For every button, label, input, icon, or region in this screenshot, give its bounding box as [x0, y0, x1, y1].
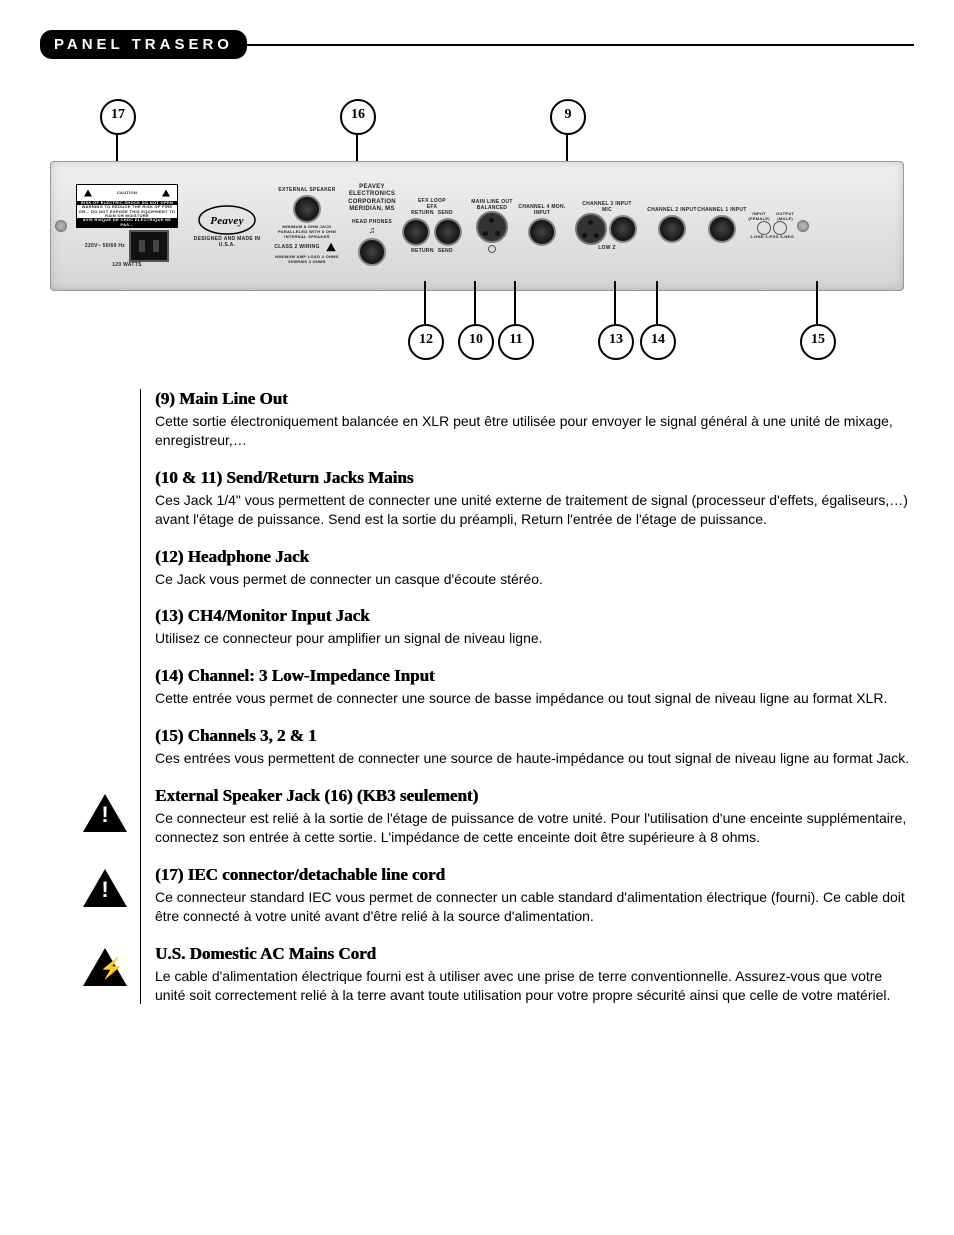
screw-icon [488, 245, 496, 253]
callout-15: 15 [800, 324, 836, 360]
pins-label: 1-GND 2-POS 3-NEG [750, 235, 794, 240]
callout-12: 12 [408, 324, 444, 360]
watts-label: 120 WATTS [112, 262, 142, 268]
brand3: MERIDIAN, MS [349, 206, 395, 213]
brand1: PEAVEY ELECTRONICS [347, 184, 397, 198]
rear-panel-diagram: 17 16 9 CAUTION RISK OF ELECTRIC SHOCK D… [50, 99, 904, 359]
section-us-cord: ⚡ U.S. Domestic AC Mains Cord Le cable d… [155, 944, 914, 1005]
section-body: Utilisez ce connecteur pour amplifier un… [155, 629, 914, 648]
xlr-diagram-icon [757, 221, 771, 235]
section-14: (14) Channel: 3 Low-Impedance Input Cett… [155, 666, 914, 708]
header-rule [247, 44, 914, 46]
ext-note1: MINIMUM 8 OHM JACK PARALLELED WITH 8 OHM… [267, 225, 347, 239]
section-title: (9) Main Line Out [155, 389, 914, 409]
main-out-xlr-icon [476, 211, 508, 243]
section-9: (9) Main Line Out Cette sortie électroni… [155, 389, 914, 450]
warning-icon [326, 243, 336, 251]
section-title: (10 & 11) Send/Return Jacks Mains [155, 468, 914, 488]
ch3-xlr-icon [575, 213, 607, 245]
callout-16: 16 [340, 99, 376, 135]
headphone-icon: ♫ [368, 225, 375, 236]
section-13: (13) CH4/Monitor Input Jack Utilisez ce … [155, 606, 914, 648]
callout-9: 9 [550, 99, 586, 135]
ch4-jack-icon [528, 218, 556, 246]
section-17: ! (17) IEC connector/detachable line cor… [155, 865, 914, 926]
section-body: Cette entrée vous permet de connecter un… [155, 689, 914, 708]
callout-10: 10 [458, 324, 494, 360]
callout-14: 14 [640, 324, 676, 360]
section-title: (17) IEC connector/detachable line cord [155, 865, 914, 885]
section-body: Ces entrées vous permettent de connecter… [155, 749, 914, 768]
section-15: (15) Channels 3, 2 & 1 Ces entrées vous … [155, 726, 914, 768]
section-body: Ce Jack vous permet de connecter un casq… [155, 570, 914, 589]
section-body: Le cable d'alimentation électrique fourn… [155, 967, 914, 1005]
lead-10 [474, 281, 476, 324]
section-title: U.S. Domestic AC Mains Cord [155, 944, 914, 964]
header-row: PANEL TRASERO [40, 30, 914, 59]
callout-17: 17 [100, 99, 136, 135]
header-title: PANEL TRASERO [40, 30, 247, 59]
class-label: CLASS 2 WIRING [274, 244, 319, 250]
section-body: Cette sortie électroniquement balancée e… [155, 412, 914, 450]
screw-icon [797, 220, 809, 232]
ext-spk-label: EXTERNAL SPEAKER [278, 187, 335, 193]
section-body: Ce connecteur standard IEC vous permet d… [155, 888, 914, 926]
return-jack-icon [402, 218, 430, 246]
section-title: (14) Channel: 3 Low-Impedance Input [155, 666, 914, 686]
lead-15 [816, 281, 818, 324]
caution-box: CAUTION RISK OF ELECTRIC SHOCK DO NOT OP… [76, 184, 178, 228]
ext-note2: MINIMUM AMP LOAD 4 OHMS 50WRMS 4 OHMS [267, 255, 347, 265]
send-label2: SEND [438, 248, 453, 254]
ch1-label: CHANNEL 1 INPUT [697, 207, 746, 213]
electric-triangle-icon: ⚡ [83, 948, 127, 986]
lowz-label: LOW Z [598, 245, 616, 251]
lead-12 [424, 281, 426, 324]
headphone-jack-icon [358, 238, 386, 266]
lead-13 [614, 281, 616, 324]
section-body: Ces Jack 1/4" vous permettent de connect… [155, 491, 914, 529]
section-12: (12) Headphone Jack Ce Jack vous permet … [155, 547, 914, 589]
brand2: CORPORATION [348, 199, 396, 206]
ext-speaker-jack-icon [293, 195, 321, 223]
peavey-logo-icon: Peavey [197, 204, 257, 236]
ch1-jack-icon [708, 215, 736, 243]
avis-text: AVIS RISQUE DE CHOC ELECTRIQUE NE PAS… [77, 218, 177, 227]
section-body: Ce connecteur est relié à la sortie de l… [155, 809, 914, 847]
return-label2: RETURN [411, 248, 434, 254]
rear-panel: CAUTION RISK OF ELECTRIC SHOCK DO NOT OP… [50, 161, 904, 291]
ch3-jack-icon [609, 215, 637, 243]
section-title: External Speaker Jack (16) (KB3 seulemen… [155, 786, 914, 806]
section-title: (12) Headphone Jack [155, 547, 914, 567]
svg-text:Peavey: Peavey [210, 215, 244, 227]
warning-triangle-icon: ! [83, 869, 127, 907]
lead-14 [656, 281, 658, 324]
xlr-diagram-icon [773, 221, 787, 235]
ch2-label: CHANNEL 2 INPUT [647, 207, 696, 213]
female-label: INPUT (FEMALE) [747, 212, 771, 222]
ch4-label: CHANNEL 4 MON. INPUT [517, 204, 567, 216]
lead-9 [566, 133, 568, 161]
warning-triangle-icon: ! [83, 794, 127, 832]
send-jack-icon [434, 218, 462, 246]
caution-title: CAUTION [117, 191, 137, 195]
callout-13: 13 [598, 324, 634, 360]
lead-11 [514, 281, 516, 324]
screw-icon [55, 220, 67, 232]
hz-label: 220V~ 50/60 Hz [85, 243, 125, 249]
lead-17 [116, 133, 118, 161]
callout-11: 11 [498, 324, 534, 360]
section-title: (13) CH4/Monitor Input Jack [155, 606, 914, 626]
section-10-11: (10 & 11) Send/Return Jacks Mains Ces Ja… [155, 468, 914, 529]
section-16: ! External Speaker Jack (16) (KB3 seulem… [155, 786, 914, 847]
design-label: DESIGNED AND MADE IN U.S.A. [187, 236, 267, 248]
male-label: OUTPUT (MALE) [773, 212, 797, 222]
section-title: (15) Channels 3, 2 & 1 [155, 726, 914, 746]
lead-16 [356, 133, 358, 161]
ch2-jack-icon [658, 215, 686, 243]
iec-socket-icon [129, 230, 169, 262]
content-column: (9) Main Line Out Cette sortie électroni… [140, 389, 914, 1004]
